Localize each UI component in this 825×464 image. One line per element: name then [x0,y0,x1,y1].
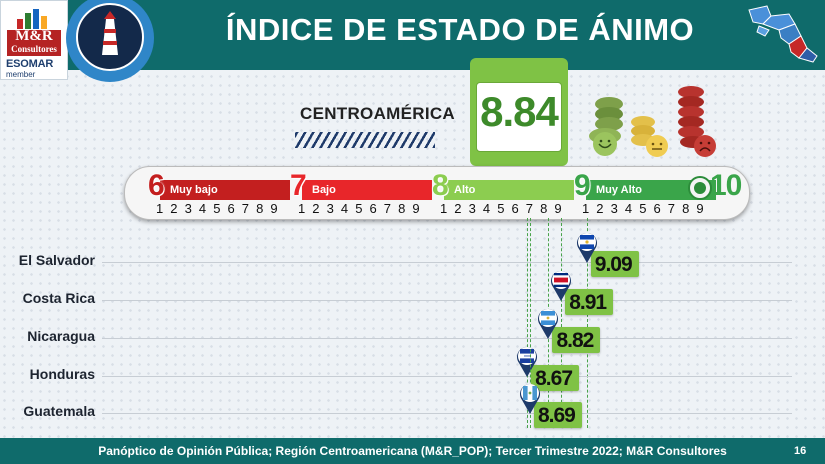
happy-coin-stack [589,97,623,156]
scale-tick: 6 [369,201,377,216]
scale-tick: 8 [256,201,264,216]
headline-value: 8.84 [480,88,559,135]
scale-tick: 3 [468,201,476,216]
page-title: ÍNDICE DE ESTADO DE ÁNIMO [225,12,695,47]
value-bar [590,251,639,277]
scale-tick: 6 [653,201,661,216]
value-bar [552,327,601,353]
scale-tick: 1 [582,201,590,216]
scale-number-7: 7 [290,169,307,202]
scale-number-6: 6 [148,169,165,202]
scale-tick: 4 [482,201,491,216]
scale-tick: 5 [213,201,221,216]
scale-tick: 7 [383,201,392,216]
scale-segment-9 [586,180,716,200]
scale-segment-6 [160,180,290,200]
row-gridline [102,262,792,263]
value-guide-line [529,218,531,428]
scale-tick: 2 [454,201,462,216]
country-label: El Salvador [18,252,95,268]
mood-coins-icon [589,86,716,157]
scale-tick: 8 [398,201,406,216]
scale-tick: 3 [326,201,334,216]
value-bar [565,289,614,315]
scale-tick: 4 [340,201,349,216]
costa-rica-flag [549,268,573,307]
scale-tick: 8 [540,201,548,216]
row-gridline [102,376,792,377]
logo-text: M&R Consultores [7,28,61,56]
scale-tick: 1 [440,201,448,216]
scale-tick: 5 [497,201,505,216]
scale-tick: 9 [412,201,420,216]
lighthouse-icon [76,3,144,71]
scale-tick: 7 [525,201,534,216]
scale-label-8: Alto [454,184,476,196]
country-label: Honduras [29,366,95,382]
scale-number-8: 8 [432,169,449,202]
scale-tick: 3 [184,201,192,216]
row-gridline [102,338,792,339]
neutral-coin-stack [631,116,668,157]
scale-tick: 2 [170,201,178,216]
scale-tick: 1 [298,201,306,216]
scale-tick: 5 [639,201,647,216]
logo-line2: Consultores [11,44,57,54]
central-america-map-icon [748,5,818,63]
guatemala-flag [518,381,542,420]
value-label: 8.69 [537,404,576,427]
footer-band [0,438,825,464]
scale-tick: 2 [312,201,320,216]
scale-tick: 6 [227,201,235,216]
value-guide-line [527,218,529,428]
scale-tick: 1 [156,201,164,216]
value-guide-line [561,218,563,428]
scale-tick: 7 [667,201,676,216]
scale-tick: 8 [682,201,690,216]
scale-tick: 9 [554,201,562,216]
scale-tick: 6 [511,201,519,216]
country-label: Nicaragua [27,328,95,344]
honduras-flag [515,344,539,383]
scale-tick: 9 [270,201,278,216]
value-guide-line [586,218,588,428]
country-label: Costa Rica [22,290,95,306]
sad-coin-stack [678,86,716,157]
scale-number-10: 10 [710,169,742,202]
row-gridline [102,300,792,301]
scale-tick: 4 [624,201,633,216]
scale-number-9: 9 [574,169,591,202]
esomar-member-label: member [6,70,36,79]
scale-tick: 2 [596,201,604,216]
value-label: 9.09 [594,253,633,276]
scale-end-knob-dot [694,182,706,194]
headline-value-box [476,82,562,152]
value-bar [533,402,582,428]
region-label: CENTROAMÉRICA [300,104,456,123]
scale-tick: 5 [355,201,363,216]
value-label: 8.82 [556,329,594,352]
scale-tick: 9 [696,201,704,216]
scale-tick: 3 [610,201,618,216]
page-number: 16 [794,445,807,457]
scale-segment-8 [444,180,574,200]
scale-label-6: Muy bajo [170,184,218,196]
logo-line1: M&R [15,28,53,44]
scale-label-7: Bajo [312,184,336,196]
footer-source: Panóptico de Opinión Pública; Región Cen… [98,444,727,458]
nicaragua-flag [536,306,560,345]
scale-tick: 7 [241,201,250,216]
value-bar [531,365,580,391]
el-salvador-flag [575,230,599,269]
scale-label-9: Muy Alto [596,184,643,196]
row-gridline [102,413,792,414]
country-label: Guatemala [23,403,95,419]
hatch-decoration [295,132,435,148]
value-label: 8.67 [535,367,573,390]
scale-tick: 4 [198,201,207,216]
scale-segment-7 [302,180,432,200]
esomar-label: ESOMAR [6,58,54,70]
bar-chart-icon [17,9,47,29]
value-label: 8.91 [569,291,607,314]
